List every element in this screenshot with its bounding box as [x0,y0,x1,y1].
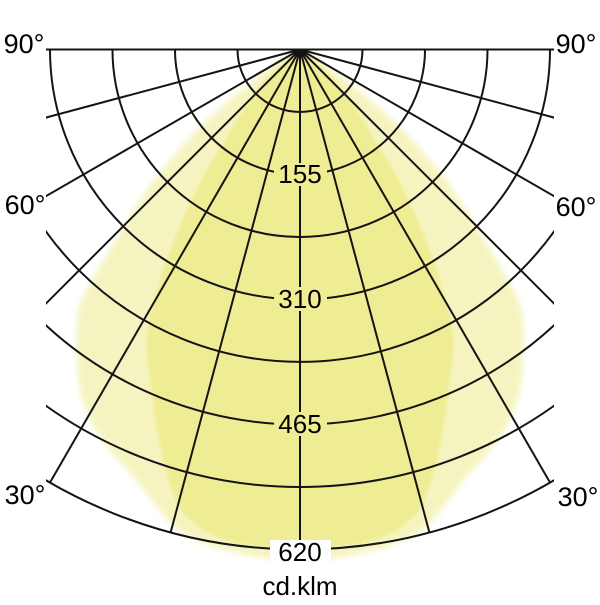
radial-label-backing [274,412,327,436]
grid-spoke [299,48,554,305]
radial-value-labels: 155 310 465 620 [270,159,331,567]
radial-tick-label: 620 [278,537,321,567]
grid-spoke [299,49,431,533]
angle-label-right-60: 60° [556,192,597,222]
unit-label: cd.klm [262,571,337,600]
angle-labels: 90° 60° 30° 90° 60° 30° [4,29,599,512]
angle-label-right-30: 30° [558,482,599,512]
radial-tick-label: 155 [278,159,321,189]
grid-spoke [169,49,301,533]
radial-label-backing [274,163,327,186]
grid-spoke [299,48,554,119]
grid-spoke [299,48,554,198]
radial-tick-label: 465 [278,409,321,439]
angle-label-left-30: 30° [5,480,46,510]
grid-spoke [46,48,301,305]
angle-label-left-90: 90° [4,29,45,59]
radial-tick-label: 310 [278,284,321,314]
grid-spoke [299,48,551,484]
radial-label-backing [270,540,331,566]
angle-label-right-90: 90° [556,29,597,59]
grid-spoke [46,48,301,119]
radial-label-backing [274,287,327,311]
grid-spoke [46,48,301,198]
angle-label-left-60: 60° [5,190,46,220]
grid-spoke [49,48,301,484]
